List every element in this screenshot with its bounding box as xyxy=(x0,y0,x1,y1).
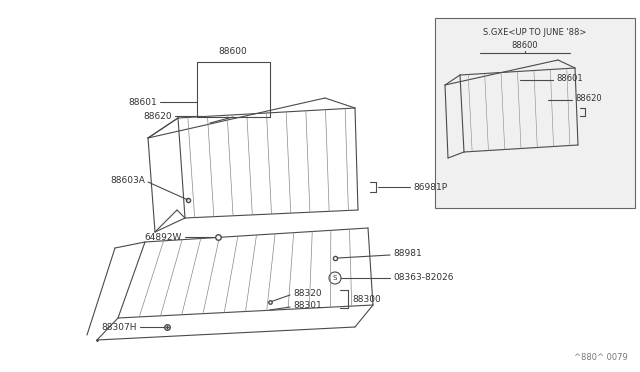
Text: 88301: 88301 xyxy=(293,301,322,310)
Text: 88620: 88620 xyxy=(575,93,602,103)
Text: 88620: 88620 xyxy=(143,112,172,121)
Text: 88603A: 88603A xyxy=(110,176,145,185)
Text: 08363-82026: 08363-82026 xyxy=(393,273,454,282)
Text: 88300: 88300 xyxy=(352,295,381,304)
Text: 88601: 88601 xyxy=(556,74,582,83)
Text: 88320: 88320 xyxy=(293,289,322,298)
Text: 86981P: 86981P xyxy=(413,183,447,192)
Text: 88600: 88600 xyxy=(219,47,248,56)
Text: 88600: 88600 xyxy=(512,41,538,50)
Text: S: S xyxy=(333,275,337,281)
Text: 64892W: 64892W xyxy=(145,232,182,241)
Bar xyxy=(435,18,635,208)
Text: S.GXE<UP TO JUNE '88>: S.GXE<UP TO JUNE '88> xyxy=(483,28,587,37)
Text: 88601: 88601 xyxy=(128,97,157,106)
Text: ^880^ 0079: ^880^ 0079 xyxy=(574,353,628,362)
Text: 88981: 88981 xyxy=(393,248,422,257)
Text: 88307H: 88307H xyxy=(102,323,137,331)
